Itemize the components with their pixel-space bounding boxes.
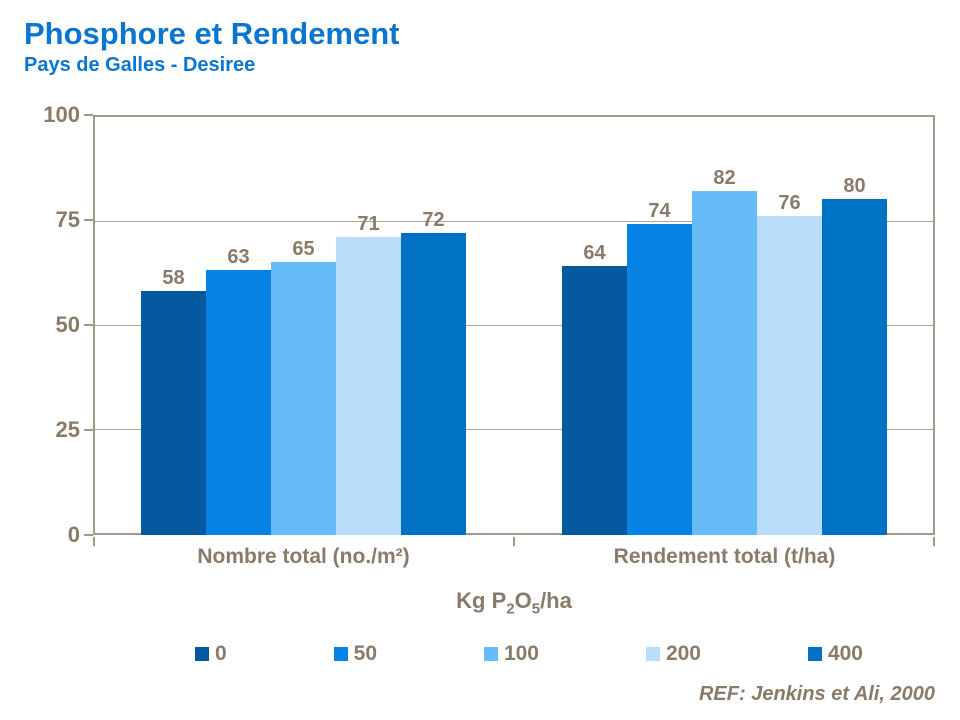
bar-value-label: 58: [162, 267, 185, 290]
bar-series-100-cat-1: [692, 190, 757, 535]
y-tick-mark: [84, 429, 93, 431]
legend-swatch-icon: [645, 646, 660, 661]
bar-value-label: 82: [713, 166, 736, 189]
legend-item-200: 200: [645, 642, 701, 665]
bar-value-label: 64: [583, 242, 606, 265]
y-tick-mark: [84, 324, 93, 326]
bar-series-200-cat-1: [757, 215, 822, 535]
bar-value-label: 76: [778, 191, 801, 214]
bar-cell-0: 64: [562, 115, 627, 535]
gridline-25: [95, 429, 933, 430]
bar-value-label: 74: [648, 200, 671, 223]
legend-swatch-icon: [333, 646, 348, 661]
legend-title-mid: O: [514, 588, 532, 613]
page-title: Phosphore et Rendement: [24, 16, 400, 51]
legend-item-50: 50: [333, 642, 377, 665]
bar-cell-50: 74: [627, 115, 692, 535]
bar-cell-400: 80: [822, 115, 887, 535]
legend-label: 200: [665, 642, 701, 665]
legend-item-0: 0: [195, 643, 227, 664]
y-tick-label: 100: [43, 102, 80, 127]
bar-series-400-cat-0: [401, 232, 466, 535]
bar-cell-50: 63: [206, 115, 271, 535]
gridline-50: [95, 325, 933, 326]
bar-group-rendement-total: 64 74 82 76 80: [562, 115, 887, 535]
bar-cell-0: 58: [141, 115, 206, 535]
category-half-1: 58 63 65 71 72: [93, 115, 514, 535]
page-subtitle: Pays de Galles - Desiree: [24, 54, 256, 76]
bar-series-100-cat-0: [271, 262, 336, 535]
legend-label: 0: [215, 642, 227, 665]
x-tick-mark: [933, 537, 935, 546]
x-tick-mark: [93, 537, 95, 546]
bar-cell-400: 72: [401, 115, 466, 535]
bar-group-nombre-total: 58 63 65 71 72: [141, 115, 466, 535]
legend-title: Kg P2O5/ha: [93, 588, 935, 617]
legend-swatch-icon: [807, 646, 822, 661]
legend-label: 50: [353, 642, 377, 665]
y-tick-mark: [84, 114, 93, 116]
legend-item-100: 100: [483, 642, 539, 665]
legend-swatch-icon: [483, 646, 498, 661]
legend-label: 100: [503, 642, 539, 665]
legend-label: 400: [827, 642, 863, 665]
reference-citation: REF: Jenkins et Ali, 2000: [698, 683, 935, 705]
bar-cell-200: 76: [757, 115, 822, 535]
x-category-label-nombre-total: Nombre total (no./m²): [197, 545, 410, 568]
y-tick-mark: [84, 219, 93, 221]
bar-series-400-cat-1: [822, 199, 887, 535]
legend-title-prefix: Kg P: [456, 588, 507, 613]
y-tick-label: 25: [55, 417, 80, 442]
bar-value-label: 72: [422, 208, 445, 231]
legend-title-sub5: 5: [531, 600, 541, 618]
bar-value-label: 80: [843, 175, 866, 197]
gridline-75: [95, 221, 933, 222]
legend: 0 50 100 200 400: [195, 643, 863, 664]
legend-title-suffix: /ha: [540, 588, 572, 613]
bar-series-0-cat-1: [562, 266, 627, 535]
bar-series-50-cat-1: [627, 224, 692, 535]
y-tick-label: 75: [55, 207, 80, 232]
legend-swatch-icon: [195, 646, 209, 661]
bar-value-label: 63: [227, 246, 250, 269]
x-category-label-rendement-total: Rendement total (t/ha): [613, 545, 836, 568]
bar-value-label: 71: [357, 212, 380, 235]
legend-item-400: 400: [807, 642, 863, 665]
y-tick-mark: [84, 534, 93, 536]
bar-series-200-cat-0: [336, 236, 401, 535]
y-tick-label: 0: [67, 522, 80, 547]
bar-series-0-cat-0: [141, 291, 206, 535]
bars-layer: 58 63 65 71 72 64 74 82 76 80: [93, 115, 935, 535]
category-half-2: 64 74 82 76 80: [514, 115, 935, 535]
bar-cell-100: 65: [271, 115, 336, 535]
bar-cell-100: 82: [692, 115, 757, 535]
bar-cell-200: 71: [336, 115, 401, 535]
x-tick-mark: [513, 537, 515, 546]
bar-value-label: 65: [292, 238, 315, 260]
legend-title-sub2: 2: [506, 600, 515, 618]
y-tick-label: 50: [55, 312, 80, 337]
bar-series-50-cat-0: [206, 270, 271, 535]
